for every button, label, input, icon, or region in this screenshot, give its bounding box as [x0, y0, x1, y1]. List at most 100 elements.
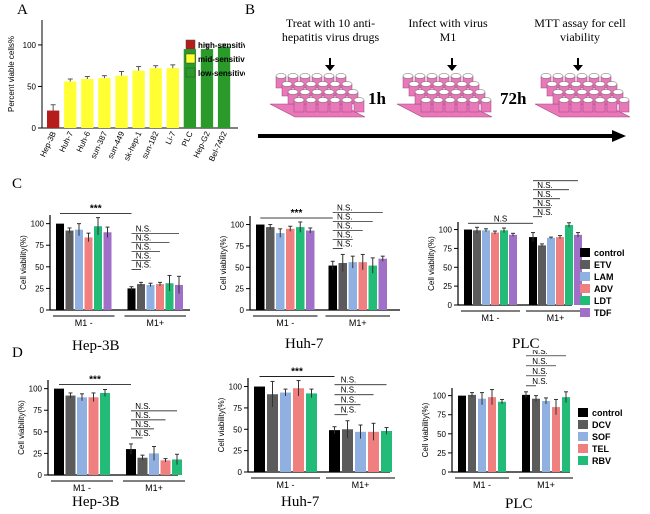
- y-tick-label: 50: [235, 263, 244, 272]
- well-top: [480, 97, 492, 103]
- bar-ldt-m1: [500, 230, 508, 305]
- well-top: [293, 97, 305, 103]
- group-label-m1: M1+: [349, 318, 367, 328]
- x-tick-label-huh-7: Huh-7: [58, 130, 76, 154]
- bar-etv-m1: [266, 227, 275, 310]
- well-top: [402, 73, 414, 79]
- legend-label-ldt: LDT: [594, 296, 612, 306]
- well-top: [311, 89, 323, 95]
- well-top: [564, 89, 576, 95]
- group-label-m1: M1 -: [276, 318, 294, 328]
- y-axis-label: Cell viability(%): [219, 235, 228, 290]
- bar-sun-387: [98, 78, 111, 128]
- well-top: [299, 89, 311, 95]
- group-label-m1: M1+: [547, 313, 565, 323]
- workflow-step-3: MTT assay for cell viability: [534, 16, 626, 44]
- y-tick-label: 75: [437, 411, 446, 420]
- arrow-right-icon: [612, 130, 626, 142]
- legend-label-etv: ETV: [594, 260, 612, 270]
- bar-control-m1: [329, 430, 340, 472]
- legend-swatch-high: [185, 39, 196, 50]
- y-tick-label: 50: [35, 263, 44, 272]
- x-tick-label-huh-6: Huh-6: [75, 130, 93, 154]
- title-d-huh7: Huh-7: [281, 494, 320, 510]
- well-top: [323, 73, 335, 79]
- well-top: [462, 73, 474, 79]
- title-c-plc: PLC: [512, 336, 540, 352]
- bar-control-m1: [56, 223, 64, 310]
- legend-swatch-rbv: [578, 456, 588, 465]
- well-plate-2: [396, 73, 493, 118]
- y-tick-label: 0: [38, 471, 43, 480]
- well-top: [275, 73, 287, 79]
- y-tick-label: 25: [35, 284, 44, 293]
- well-top: [456, 97, 468, 103]
- legend-swatch-tel: [578, 444, 588, 453]
- bar-control-m1: [126, 449, 136, 475]
- bar-ldt-m1: [565, 225, 573, 305]
- y-tick-label: 100: [433, 392, 447, 401]
- legend-swatch-adv: [580, 284, 590, 293]
- bar-bel-7402: [217, 46, 231, 129]
- well-plate-1: [269, 73, 366, 118]
- bar-control-m1: [464, 229, 472, 305]
- well-top: [468, 81, 480, 87]
- well-top: [576, 73, 588, 79]
- bar-control-m1: [256, 224, 265, 310]
- well-top: [305, 81, 317, 87]
- y-axis-label: Percent viable cells%: [7, 36, 16, 112]
- well-top: [317, 97, 329, 103]
- well-top: [341, 97, 353, 103]
- well-top: [606, 97, 618, 103]
- well-top: [552, 89, 564, 95]
- ns-label: N.S.: [537, 181, 553, 190]
- legend-swatch-control: [578, 408, 588, 417]
- ns-label: N.S.: [135, 420, 151, 429]
- y-tick-label: 75: [35, 241, 44, 250]
- well-top: [582, 97, 594, 103]
- bar-lam-m1: [547, 237, 555, 305]
- bar-dcv-m1: [267, 394, 278, 472]
- bar-rbv-m1: [172, 459, 182, 475]
- ns-label: N.S.: [135, 429, 151, 438]
- bar-ldt-m1: [94, 226, 102, 310]
- y-tick-label: 50: [437, 430, 446, 439]
- y-tick-label: 100: [23, 41, 37, 50]
- y-axis-label: Cell viability(%): [427, 236, 436, 291]
- well-top: [444, 81, 456, 87]
- group-label-m1: M1+: [146, 318, 164, 328]
- well-top: [558, 97, 570, 103]
- ns-label: N.S.: [337, 239, 353, 248]
- ns-label: N.S.: [532, 357, 548, 366]
- bar-control-m1: [127, 288, 136, 310]
- bar-sk-hep-1: [132, 70, 145, 128]
- bar-tel-m1: [160, 460, 171, 475]
- legend-label-tel: TEL: [592, 444, 610, 454]
- workflow-time-2: 72h: [500, 89, 527, 108]
- legend-label-control: control: [594, 248, 625, 258]
- bar-sof-m1: [77, 397, 87, 475]
- bar-tdf-m1: [378, 258, 387, 310]
- ns-label: N.S.: [341, 396, 357, 405]
- bar-huh-6: [81, 78, 94, 128]
- well-top: [606, 81, 618, 87]
- bar-lam-m1: [348, 262, 357, 310]
- title-c-huh7: Huh-7: [285, 336, 324, 352]
- y-tick-label: 50: [27, 82, 36, 91]
- well-top: [612, 89, 624, 95]
- y-tick-label: 25: [33, 449, 42, 458]
- legend-swatch-sof: [578, 432, 588, 441]
- sig-label-main: ***: [291, 367, 303, 378]
- group-label-m1: M1+: [145, 483, 163, 493]
- legend-swatch-tdf: [580, 308, 590, 317]
- y-tick-label: 50: [33, 428, 42, 437]
- well-top: [341, 81, 353, 87]
- ns-label: N.S.: [341, 386, 357, 395]
- bar-adv-m1: [286, 228, 295, 310]
- bar-ldt-m1: [368, 265, 377, 310]
- well-top: [426, 89, 438, 95]
- well-top: [426, 73, 438, 79]
- ns-label: N.S.: [341, 406, 357, 415]
